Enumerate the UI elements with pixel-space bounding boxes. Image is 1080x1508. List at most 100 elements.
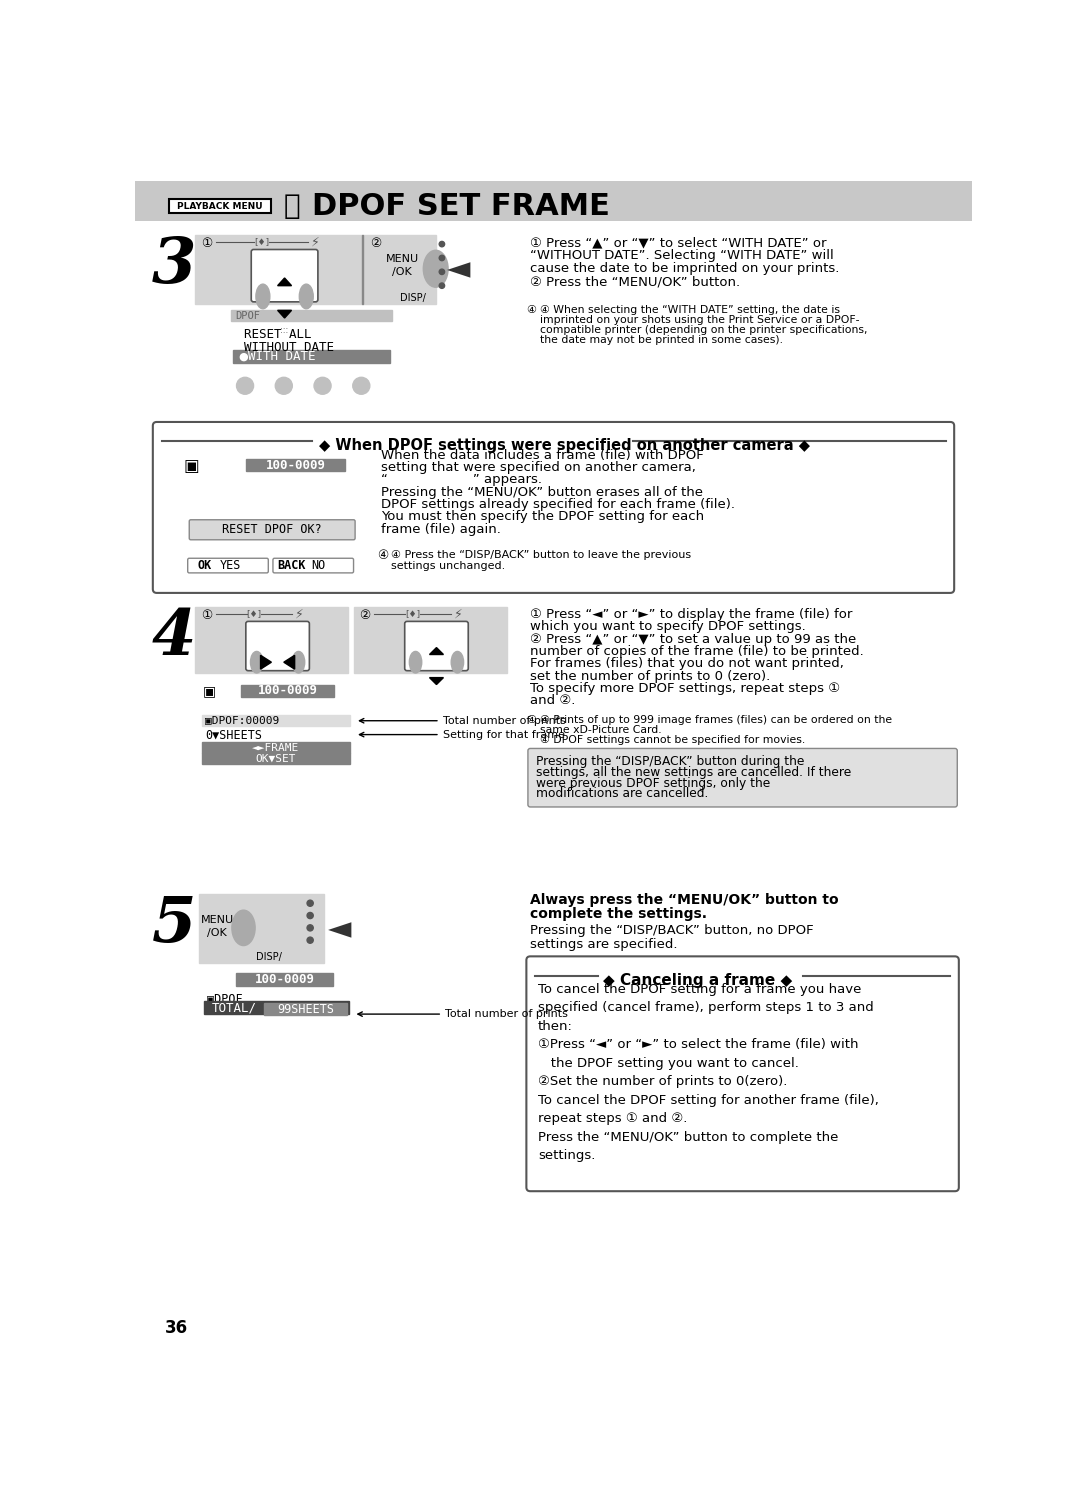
Text: Always press the “MENU/OK” button to: Always press the “MENU/OK” button to <box>530 893 839 908</box>
Text: ◆ When DPOF settings were specified on another camera ◆: ◆ When DPOF settings were specified on a… <box>320 439 810 454</box>
Text: settings.: settings. <box>538 1149 595 1163</box>
Text: repeat steps ① and ②.: repeat steps ① and ②. <box>538 1113 687 1125</box>
Bar <box>201 970 352 1039</box>
Text: MENU
/OK: MENU /OK <box>386 255 419 277</box>
Text: When the data includes a frame (file) with DPOF: When the data includes a frame (file) wi… <box>381 448 704 461</box>
Text: ⚡: ⚡ <box>454 608 462 620</box>
Text: number of copies of the frame (file) to be printed.: number of copies of the frame (file) to … <box>530 645 864 657</box>
FancyBboxPatch shape <box>188 558 268 573</box>
FancyBboxPatch shape <box>526 956 959 1191</box>
Text: the date may not be printed in some cases).: the date may not be printed in some case… <box>540 335 783 345</box>
Text: Total number of prints: Total number of prints <box>357 1009 568 1019</box>
Circle shape <box>307 936 313 944</box>
Text: ④ When selecting the “WITH DATE” setting, the date is: ④ When selecting the “WITH DATE” setting… <box>540 305 839 315</box>
Ellipse shape <box>299 284 313 309</box>
FancyBboxPatch shape <box>170 199 271 213</box>
Text: YES: YES <box>219 558 241 572</box>
Text: ②: ② <box>360 609 370 621</box>
Text: [♦]: [♦] <box>405 609 420 618</box>
Text: PLAYBACK MENU: PLAYBACK MENU <box>177 202 264 211</box>
Text: ▣: ▣ <box>203 685 216 698</box>
Circle shape <box>307 924 313 930</box>
Text: ▣: ▣ <box>184 457 200 475</box>
Text: cause the date to be imprinted on your prints.: cause the date to be imprinted on your p… <box>530 262 839 276</box>
Text: ①: ① <box>201 237 212 250</box>
Text: To specify more DPOF settings, repeat steps ①: To specify more DPOF settings, repeat st… <box>530 682 840 695</box>
Bar <box>354 606 507 673</box>
Text: then:: then: <box>538 1019 572 1033</box>
Text: “                    ” appears.: “ ” appears. <box>381 474 542 486</box>
Text: ●: ● <box>239 351 248 362</box>
Bar <box>202 742 350 752</box>
Text: settings, all the new settings are cancelled. If there: settings, all the new settings are cance… <box>537 766 852 778</box>
Text: settings unchanged.: settings unchanged. <box>391 561 505 572</box>
Bar <box>202 752 350 765</box>
Circle shape <box>237 377 254 394</box>
Text: ①: ① <box>201 609 212 621</box>
Text: Pressing the “DISP/BACK” button during the: Pressing the “DISP/BACK” button during t… <box>537 756 805 768</box>
Text: ④ Prints of up to 999 image frames (files) can be ordered on the: ④ Prints of up to 999 image frames (file… <box>540 715 892 725</box>
Text: specified (cancel frame), perform steps 1 to 3 and: specified (cancel frame), perform steps … <box>538 1001 874 1015</box>
Ellipse shape <box>293 651 305 673</box>
Ellipse shape <box>409 651 422 673</box>
Bar <box>180 454 364 575</box>
Bar <box>265 1003 347 1015</box>
Text: NO: NO <box>311 558 325 572</box>
Text: setting that were specified on another camera,: setting that were specified on another c… <box>381 461 697 474</box>
Text: ◄►FRAME: ◄►FRAME <box>253 742 299 752</box>
Text: imprinted on your shots using the Print Service or a DPOF-: imprinted on your shots using the Print … <box>540 315 859 324</box>
Bar <box>362 235 363 305</box>
Text: For frames (files) that you do not want printed,: For frames (files) that you do not want … <box>530 657 845 670</box>
Circle shape <box>440 284 445 288</box>
Text: DISP/: DISP/ <box>256 952 282 962</box>
Circle shape <box>440 268 445 274</box>
Text: ◆ Canceling a frame ◆: ◆ Canceling a frame ◆ <box>603 973 793 988</box>
Text: were previous DPOF settings, only the: were previous DPOF settings, only the <box>537 777 771 790</box>
Bar <box>228 309 394 394</box>
Bar <box>246 458 345 470</box>
Ellipse shape <box>251 651 262 673</box>
Text: ④ DPOF settings cannot be specified for movies.: ④ DPOF settings cannot be specified for … <box>540 734 805 745</box>
Polygon shape <box>430 677 444 685</box>
Text: To cancel the DPOF setting for another frame (file),: To cancel the DPOF setting for another f… <box>538 1093 879 1107</box>
Text: To cancel the DPOF setting for a frame you have: To cancel the DPOF setting for a frame y… <box>538 983 862 995</box>
Text: WITH DATE: WITH DATE <box>248 350 315 363</box>
FancyBboxPatch shape <box>273 558 353 573</box>
Text: ⚡: ⚡ <box>295 608 303 620</box>
Polygon shape <box>278 311 292 318</box>
Text: modifications are cancelled.: modifications are cancelled. <box>537 787 708 801</box>
Circle shape <box>307 900 313 906</box>
Circle shape <box>440 255 445 261</box>
Ellipse shape <box>451 651 463 673</box>
FancyBboxPatch shape <box>252 249 318 302</box>
Text: and ②.: and ②. <box>530 694 576 707</box>
Text: :::: ::: <box>281 326 288 335</box>
Ellipse shape <box>256 284 270 309</box>
Text: MENU
/OK: MENU /OK <box>201 915 233 938</box>
FancyBboxPatch shape <box>153 422 954 593</box>
Text: RESET DPOF OK?: RESET DPOF OK? <box>222 523 322 537</box>
Bar <box>199 894 324 964</box>
Text: ⎙: ⎙ <box>283 193 300 220</box>
Text: ④: ④ <box>526 715 537 725</box>
Text: 99SHEETS: 99SHEETS <box>276 1003 334 1016</box>
Text: [♦]: [♦] <box>254 237 269 246</box>
Polygon shape <box>284 656 295 670</box>
Bar <box>195 606 348 673</box>
Bar <box>202 715 350 727</box>
Ellipse shape <box>232 911 255 946</box>
Text: 4: 4 <box>151 606 195 668</box>
Bar <box>235 973 333 986</box>
Text: set the number of prints to 0 (zero).: set the number of prints to 0 (zero). <box>530 670 770 683</box>
Text: [♦]: [♦] <box>246 609 261 618</box>
FancyBboxPatch shape <box>246 621 309 671</box>
Text: Press the “MENU/OK” button to complete the: Press the “MENU/OK” button to complete t… <box>538 1131 838 1143</box>
Polygon shape <box>430 647 444 654</box>
Text: 100-0009: 100-0009 <box>255 973 314 986</box>
Text: 100-0009: 100-0009 <box>258 685 318 697</box>
Circle shape <box>314 377 332 394</box>
Text: ② Press “▲” or “▼” to set a value up to 99 as the: ② Press “▲” or “▼” to set a value up to … <box>530 633 856 645</box>
Text: BACK: BACK <box>278 558 306 572</box>
Text: OK▼SET: OK▼SET <box>256 754 296 763</box>
Ellipse shape <box>423 250 448 287</box>
